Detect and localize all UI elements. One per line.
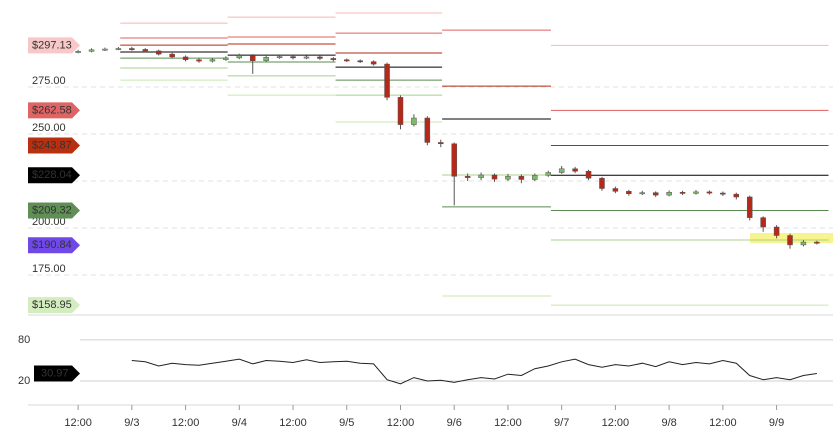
candle-body	[558, 168, 565, 173]
candle-body	[330, 58, 337, 61]
price-tag	[28, 167, 80, 184]
price-tag-label: $158.95	[32, 299, 72, 311]
candle-body	[397, 97, 404, 125]
candle-body	[115, 48, 122, 50]
candle-body	[585, 170, 592, 179]
price-tag	[28, 237, 80, 254]
price-tag-label: $209.32	[32, 204, 72, 216]
candle-body	[129, 48, 135, 50]
candle-body	[451, 143, 457, 177]
candle-body	[88, 49, 95, 52]
candle-body	[639, 192, 646, 195]
x-tick-label: 9/9	[769, 417, 784, 429]
candle-body	[370, 61, 377, 65]
candle-body	[196, 59, 202, 62]
candle-body	[706, 191, 713, 194]
candle-body	[505, 176, 511, 180]
candle-body	[733, 193, 740, 198]
candle-body	[679, 192, 686, 194]
candle-body	[491, 174, 498, 180]
candle-body	[276, 56, 283, 59]
candle-body	[317, 56, 323, 59]
y-tick-label: 200.00	[32, 216, 66, 228]
pivot-lines	[120, 12, 829, 306]
candle-body	[693, 191, 699, 194]
price-tag	[28, 137, 80, 154]
candle-body	[518, 176, 525, 180]
candle-body	[626, 191, 632, 195]
candle-body	[182, 56, 189, 61]
x-tick-label: 9/7	[554, 417, 569, 429]
candle-body	[800, 241, 807, 246]
candle-body	[411, 117, 417, 125]
candle-body	[290, 56, 296, 59]
candle-body	[652, 192, 659, 196]
candle-body	[249, 55, 256, 61]
candle-body	[303, 56, 310, 59]
x-tick-label: 9/3	[124, 417, 139, 429]
candle-body	[424, 117, 431, 143]
price-tag-label: $262.58	[32, 104, 72, 116]
candle-body	[263, 57, 269, 61]
candle-body	[236, 55, 243, 59]
candle-body	[773, 226, 780, 236]
candle-body	[209, 59, 216, 62]
y-tick-label: 250.00	[32, 122, 66, 134]
candle-body	[760, 217, 766, 228]
candle-body	[746, 196, 753, 218]
x-tick-label: 12:00	[279, 417, 307, 429]
candle-body	[545, 172, 551, 176]
candle-body	[532, 175, 538, 180]
x-tick-label: 12:00	[602, 417, 630, 429]
price-tag	[28, 297, 80, 314]
candle-body	[142, 49, 149, 52]
candle-body	[599, 177, 605, 189]
y-tick-label: 175.00	[32, 263, 66, 275]
candle-body	[384, 63, 390, 98]
price-tag	[28, 202, 80, 219]
x-tick-label: 12:00	[387, 417, 415, 429]
price-tag-label: $243.87	[32, 139, 72, 151]
price-tag	[28, 102, 80, 119]
candle-body	[438, 142, 444, 145]
candle-body	[666, 192, 672, 196]
candle-body	[787, 235, 793, 246]
value-tag-label: 30.97	[41, 367, 69, 379]
candle-body	[720, 192, 726, 195]
y-tick-label: 275.00	[32, 75, 66, 87]
y-tick-label: 20	[18, 375, 30, 387]
candle-body	[357, 60, 363, 63]
price-tag-label: $190.84	[32, 239, 72, 251]
x-tick-label: 12:00	[709, 417, 737, 429]
candle-body	[814, 241, 820, 244]
candle-body	[155, 50, 162, 55]
candle-body	[344, 59, 350, 62]
y-tick-label: 80	[18, 334, 30, 346]
labels: 12:00 9/3 12:00 9/4 12:00 9/5 12:00 9/6 12:00 9/7…	[18, 37, 784, 429]
x-tick-label: 12:00	[494, 417, 522, 429]
price-tag-label: $228.04	[32, 169, 72, 181]
x-tick-label: 9/5	[339, 417, 354, 429]
marks	[75, 46, 820, 385]
candle-body	[612, 188, 619, 192]
x-tick-label: 9/8	[661, 417, 676, 429]
grid	[28, 86, 833, 410]
candle-body	[572, 168, 578, 172]
x-tick-label: 12:00	[172, 417, 200, 429]
candle-body	[169, 53, 175, 58]
rsi-line	[131, 358, 817, 385]
price-tag-label: $297.13	[32, 39, 72, 51]
value-tag	[34, 365, 80, 382]
candle-body	[464, 176, 471, 178]
x-tick-label: 9/4	[232, 417, 247, 429]
x-tick-label: 12:00	[64, 417, 92, 429]
candle-body	[102, 48, 108, 51]
x-tick-label: 9/6	[447, 417, 462, 429]
candle-body	[478, 174, 484, 178]
price-tag	[28, 37, 80, 54]
candle-body	[223, 57, 229, 60]
candle-body	[75, 51, 81, 53]
